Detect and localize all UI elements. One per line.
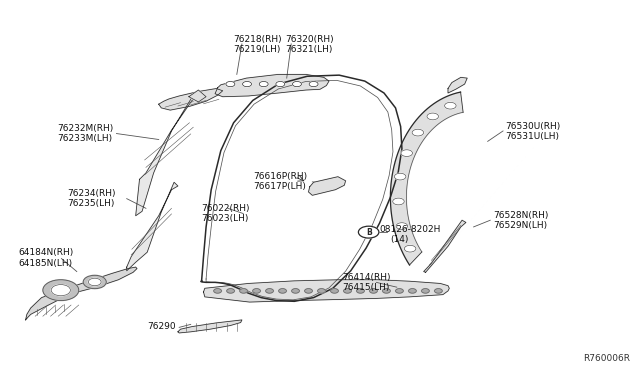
Text: 76290: 76290: [147, 322, 176, 331]
Text: 76617P(LH): 76617P(LH): [253, 182, 306, 191]
Polygon shape: [159, 89, 223, 110]
Circle shape: [276, 81, 285, 87]
Text: 76235(LH): 76235(LH): [67, 199, 115, 208]
Circle shape: [404, 246, 416, 252]
Circle shape: [356, 289, 364, 293]
Circle shape: [358, 226, 379, 238]
Text: 08126-8202H: 08126-8202H: [380, 225, 441, 234]
Polygon shape: [204, 280, 449, 302]
Text: 76414(RH): 76414(RH): [342, 273, 391, 282]
Circle shape: [43, 280, 79, 301]
Circle shape: [226, 81, 235, 87]
Polygon shape: [215, 74, 329, 97]
Circle shape: [344, 289, 351, 293]
Circle shape: [266, 289, 273, 293]
Text: 76321(LH): 76321(LH): [285, 45, 332, 54]
Circle shape: [401, 150, 413, 157]
Circle shape: [259, 81, 268, 87]
Text: 76218(RH): 76218(RH): [234, 35, 282, 44]
Circle shape: [317, 289, 325, 293]
Circle shape: [240, 289, 248, 293]
Text: 76530U(RH): 76530U(RH): [506, 122, 561, 131]
Text: 76320(RH): 76320(RH): [285, 35, 333, 44]
Text: 76528N(RH): 76528N(RH): [493, 211, 548, 220]
Circle shape: [427, 113, 438, 120]
Circle shape: [383, 289, 390, 293]
Polygon shape: [189, 90, 206, 102]
Polygon shape: [448, 77, 467, 93]
Circle shape: [253, 289, 260, 293]
Circle shape: [227, 289, 234, 293]
Text: 76232M(RH): 76232M(RH): [58, 124, 114, 133]
Circle shape: [370, 289, 378, 293]
Polygon shape: [390, 92, 463, 265]
Circle shape: [435, 289, 442, 293]
Polygon shape: [26, 267, 137, 320]
Circle shape: [309, 81, 318, 87]
Circle shape: [292, 289, 300, 293]
Polygon shape: [178, 320, 242, 333]
Text: 64184N(RH): 64184N(RH): [18, 248, 73, 257]
Text: 76234(RH): 76234(RH): [67, 189, 116, 198]
Circle shape: [394, 173, 406, 180]
Text: B: B: [366, 228, 371, 237]
Text: 76529N(LH): 76529N(LH): [493, 221, 547, 230]
Text: 76022(RH): 76022(RH): [202, 204, 250, 213]
Text: 76233M(LH): 76233M(LH): [58, 134, 113, 143]
Text: R760006R: R760006R: [584, 354, 630, 363]
Circle shape: [445, 102, 456, 109]
Circle shape: [412, 129, 424, 136]
Polygon shape: [127, 182, 178, 271]
Circle shape: [243, 81, 252, 87]
Text: 76415(LH): 76415(LH): [342, 283, 390, 292]
Text: 76531U(LH): 76531U(LH): [506, 132, 559, 141]
Circle shape: [408, 289, 416, 293]
Polygon shape: [136, 93, 200, 216]
Text: (14): (14): [390, 235, 409, 244]
Text: 76616P(RH): 76616P(RH): [253, 172, 307, 181]
Circle shape: [292, 81, 301, 87]
Polygon shape: [308, 177, 346, 195]
Circle shape: [278, 289, 286, 293]
Circle shape: [396, 223, 408, 230]
Circle shape: [305, 289, 312, 293]
Text: 76023(LH): 76023(LH): [202, 214, 249, 223]
Circle shape: [422, 289, 429, 293]
Circle shape: [214, 289, 221, 293]
Circle shape: [83, 275, 106, 289]
Polygon shape: [424, 220, 466, 272]
Circle shape: [331, 289, 339, 293]
Circle shape: [51, 285, 70, 296]
Text: 64185N(LH): 64185N(LH): [18, 259, 72, 267]
Text: 76219(LH): 76219(LH): [234, 45, 281, 54]
Circle shape: [393, 198, 404, 205]
Circle shape: [88, 278, 101, 286]
Circle shape: [396, 289, 403, 293]
